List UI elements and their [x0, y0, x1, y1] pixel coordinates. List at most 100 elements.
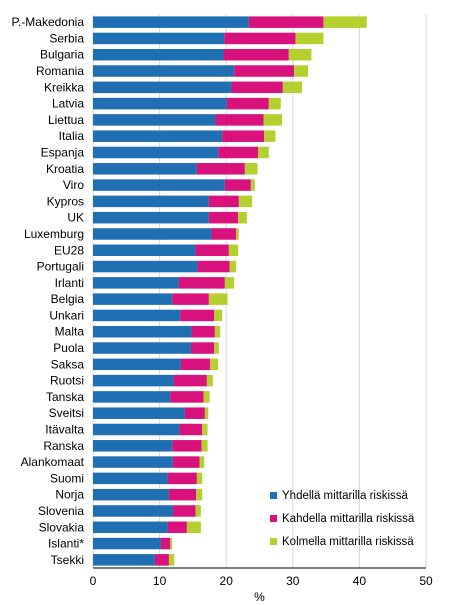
bar-1-series-0 — [93, 32, 225, 45]
x-tick-label-5: 50 — [419, 574, 433, 588]
bar-28-series-0 — [93, 472, 168, 485]
x-tick-label-4: 40 — [353, 574, 367, 588]
bar-23-series-2 — [203, 391, 210, 403]
bar-11-series-0 — [93, 195, 209, 208]
bar-16-series-2 — [224, 277, 235, 289]
x-tick-label-0: 0 — [90, 574, 97, 588]
bar-11-series-2 — [238, 195, 253, 208]
bar-7-series-0 — [93, 130, 223, 142]
bar-27-series-0 — [93, 456, 173, 468]
bar-10-series-2 — [250, 179, 255, 191]
bar-21-series-2 — [210, 358, 219, 371]
bar-24-series-0 — [93, 407, 185, 419]
category-label-25: Itävalta — [45, 423, 84, 437]
category-label-13: Luxemburg — [24, 227, 84, 241]
bar-22-series-2 — [206, 374, 213, 387]
bar-19-series-2 — [214, 325, 221, 338]
bar-15-series-2 — [229, 260, 237, 273]
bar-26-series-1 — [172, 440, 202, 452]
bar-24-series-1 — [184, 407, 205, 419]
bar-27-series-1 — [172, 456, 200, 468]
bar-30-series-2 — [195, 505, 201, 517]
category-label-33: Tsekki — [51, 553, 84, 567]
bar-32-series-1 — [160, 537, 171, 550]
bar-25-series-0 — [93, 423, 180, 436]
bar-1-series-2 — [295, 32, 324, 45]
bar-21-series-1 — [180, 358, 211, 371]
bar-9-series-2 — [244, 163, 258, 175]
bar-18-series-2 — [214, 309, 223, 322]
bar-4-series-0 — [93, 81, 232, 94]
bar-6-series-2 — [263, 114, 283, 126]
category-label-24: Sveitsi — [49, 406, 84, 420]
bar-29-series-2 — [196, 488, 203, 501]
legend-swatch-0 — [270, 492, 277, 499]
bar-9-series-0 — [93, 163, 197, 175]
bar-12-series-1 — [208, 211, 239, 224]
bar-13-series-0 — [93, 228, 212, 240]
category-label-21: Saksa — [51, 357, 85, 371]
legend-label-0: Yhdellä mittarilla riskissä — [282, 490, 409, 502]
bar-21-series-0 — [93, 358, 181, 371]
bar-20-series-1 — [190, 342, 215, 354]
bar-25-series-2 — [202, 423, 208, 436]
bar-31-series-2 — [186, 521, 201, 534]
bar-8-series-2 — [258, 146, 269, 159]
bar-7-series-2 — [264, 130, 276, 142]
bar-3-series-0 — [93, 65, 235, 77]
bar-9-series-1 — [196, 163, 245, 175]
category-label-26: Ranska — [43, 439, 84, 453]
bar-31-series-1 — [167, 521, 187, 534]
category-label-17: Belgia — [51, 292, 85, 306]
category-label-12: UK — [67, 211, 84, 225]
category-label-5: Latvia — [52, 97, 84, 111]
bar-26-series-2 — [201, 440, 208, 452]
bar-3-series-2 — [294, 65, 309, 77]
category-label-10: Viro — [63, 178, 84, 192]
bar-2-series-0 — [93, 48, 224, 61]
bar-0-series-2 — [323, 16, 367, 28]
category-label-32: Islanti* — [48, 537, 84, 551]
bar-22-series-0 — [93, 374, 174, 387]
bar-17-series-0 — [93, 293, 173, 305]
x-tick-label-1: 10 — [153, 574, 167, 588]
bar-16-series-1 — [178, 277, 225, 289]
bar-20-series-2 — [214, 342, 219, 354]
category-label-1: Serbia — [49, 31, 84, 45]
category-label-30: Slovenia — [38, 504, 84, 518]
category-label-8: Espanja — [41, 146, 85, 160]
category-label-9: Kroatia — [46, 162, 84, 176]
bar-29-series-1 — [168, 488, 197, 501]
bar-17-series-1 — [172, 293, 209, 305]
category-label-19: Malta — [55, 325, 85, 339]
legend: Yhdellä mittarilla riskissä Kahdella mitt… — [270, 490, 415, 548]
x-tick-label-2: 20 — [220, 574, 234, 588]
bar-16-series-0 — [93, 277, 179, 289]
bar-23-series-0 — [93, 391, 171, 403]
bar-1-series-1 — [224, 32, 296, 45]
bar-12-series-2 — [238, 211, 247, 224]
bar-31-series-0 — [93, 521, 168, 534]
bar-13-series-2 — [236, 228, 239, 240]
bar-28-series-1 — [167, 472, 197, 485]
category-label-3: Romania — [36, 64, 84, 78]
legend-swatch-1 — [270, 515, 277, 522]
bar-6-series-1 — [215, 114, 264, 126]
category-label-11: Kypros — [47, 194, 84, 208]
bar-15-series-1 — [197, 260, 230, 273]
bar-24-series-2 — [204, 407, 209, 419]
bar-7-series-1 — [222, 130, 265, 142]
bar-18-series-1 — [180, 309, 215, 322]
bar-5-series-0 — [93, 97, 227, 110]
category-label-15: Portugali — [37, 260, 84, 274]
bar-11-series-1 — [208, 195, 239, 208]
bar-8-series-0 — [93, 146, 219, 159]
bar-14-series-1 — [195, 244, 229, 257]
category-label-27: Alankomaat — [21, 455, 85, 469]
bar-3-series-1 — [234, 65, 295, 77]
category-label-31: Slovakia — [39, 520, 85, 534]
legend-label-1: Kahdella mittarilla riskissä — [282, 513, 415, 525]
bar-13-series-1 — [211, 228, 237, 240]
bar-23-series-1 — [170, 391, 204, 403]
